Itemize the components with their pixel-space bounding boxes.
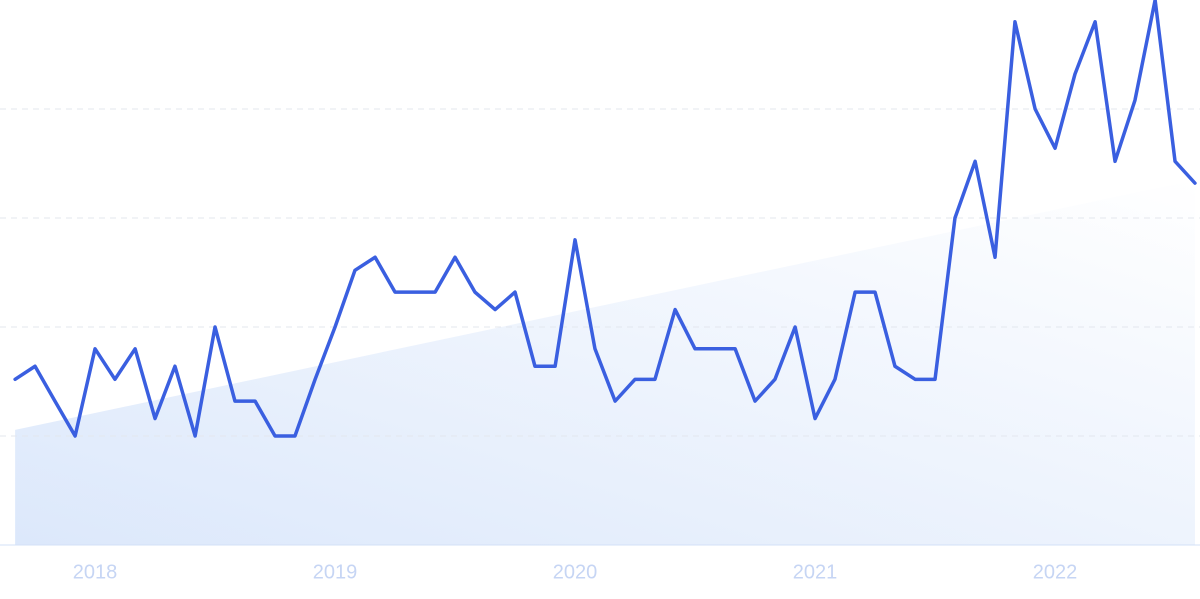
trend-area [15,180,1195,545]
x-tick-label: 2019 [313,561,358,583]
x-tick-label: 2022 [1033,561,1078,583]
x-tick-label: 2020 [553,561,598,583]
trend-line [13,0,1197,438]
x-tick-label: 2021 [793,561,838,583]
x-tick-label: 2018 [73,561,118,583]
